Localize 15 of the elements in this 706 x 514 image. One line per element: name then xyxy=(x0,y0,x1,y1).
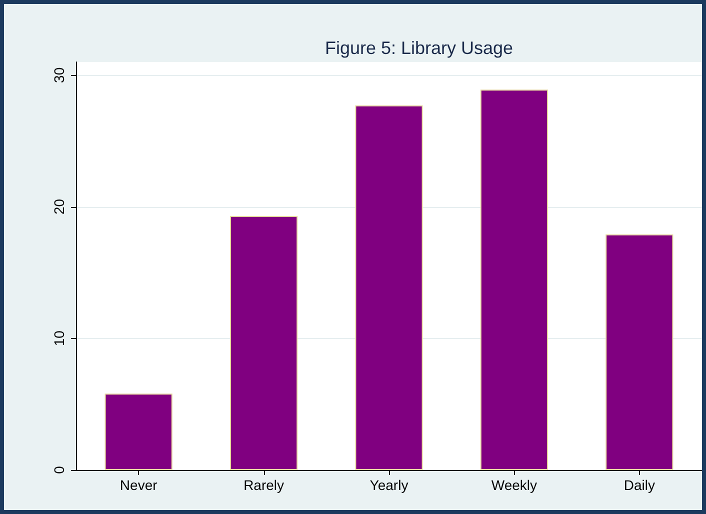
x-tick-label: Yearly xyxy=(370,477,408,493)
y-tick-label: 10 xyxy=(51,330,67,346)
chart-title: Figure 5: Library Usage xyxy=(324,38,514,58)
y-tick-label: 20 xyxy=(51,198,67,215)
x-tick-label: Rarely xyxy=(244,477,284,493)
x-tick-label: Daily xyxy=(624,477,655,493)
y-tick-label: 30 xyxy=(51,67,67,83)
y-tick-label: 0 xyxy=(51,466,67,474)
bar xyxy=(606,234,674,470)
bar xyxy=(355,105,423,470)
x-tick-label: Weekly xyxy=(491,477,538,493)
bar xyxy=(104,394,172,470)
x-tick-label: Never xyxy=(120,477,158,493)
bar xyxy=(480,90,548,470)
bar xyxy=(230,216,298,470)
